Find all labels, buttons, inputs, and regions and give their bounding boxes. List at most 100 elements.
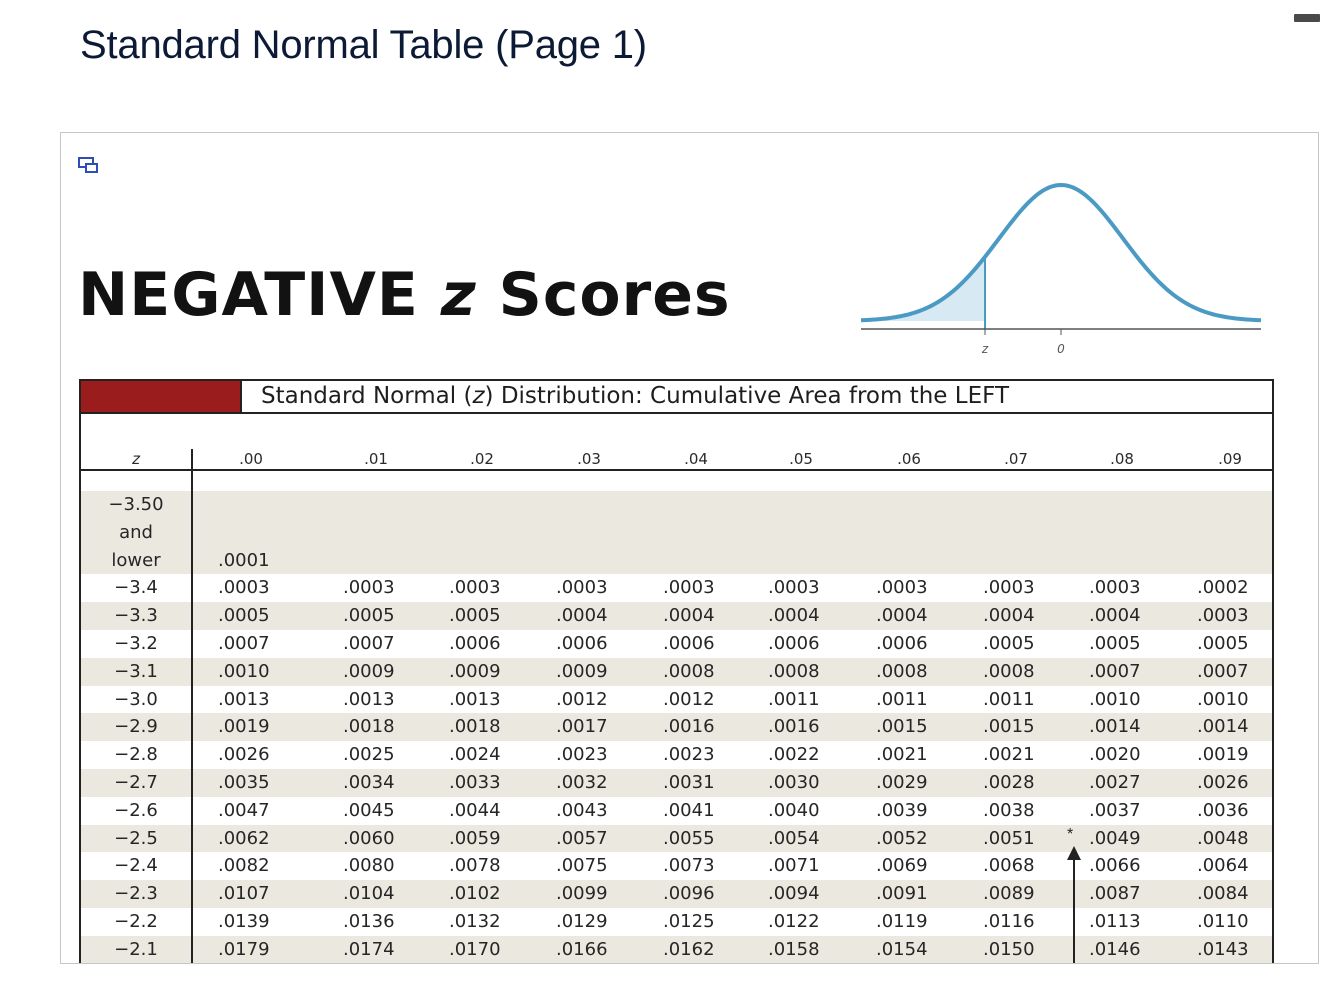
probability-cell: .0143 xyxy=(1197,938,1249,960)
probability-cell: .0032 xyxy=(556,772,608,793)
probability-cell: .0125 xyxy=(663,911,715,932)
probability-cell: .0004 xyxy=(983,605,1035,627)
probability-cell: .0004 xyxy=(556,605,608,627)
probability-cell: .0019 xyxy=(218,716,270,738)
probability-cell: .0139 xyxy=(218,911,270,932)
probability-cell: .0023 xyxy=(663,744,715,766)
probability-cell: .0008 xyxy=(983,660,1035,682)
column-header: .07 xyxy=(1004,450,1028,468)
row-band xyxy=(81,713,1272,742)
banner-color-swatch xyxy=(81,381,240,412)
arrow-up-icon xyxy=(1067,846,1081,860)
probability-cell: .0024 xyxy=(449,744,501,766)
probability-cell: .0062 xyxy=(218,827,270,849)
probability-cell: .0003 xyxy=(218,577,270,599)
probability-cell: .0047 xyxy=(218,799,270,821)
probability-cell: .0060 xyxy=(343,827,395,849)
probability-cell: .0004 xyxy=(663,605,715,627)
probability-cell: .0146 xyxy=(1089,938,1141,960)
probability-cell: .0019 xyxy=(1197,744,1249,766)
probability-cell: .0179 xyxy=(218,938,270,960)
probability-cell: .0003 xyxy=(449,577,501,599)
probability-cell: .0041 xyxy=(663,799,715,821)
probability-cell: .0082 xyxy=(218,855,270,877)
z-value-cell: −2.8 xyxy=(114,744,158,766)
probability-cell: .0011 xyxy=(768,688,820,710)
probability-cell: .0113 xyxy=(1089,911,1141,932)
probability-cell: .0122 xyxy=(768,911,820,932)
probability-cell: .0003 xyxy=(983,577,1035,599)
column-header: .01 xyxy=(364,450,388,468)
asterisk-marker: * xyxy=(1067,826,1074,843)
probability-cell: .0010 xyxy=(1197,688,1249,710)
z-value-cell: −2.7 xyxy=(114,772,158,793)
probability-cell: .0150 xyxy=(983,938,1035,960)
z-value-cell: −2.2 xyxy=(114,911,158,932)
probability-cell: .0055 xyxy=(663,827,715,849)
probability-cell: .0012 xyxy=(663,688,715,710)
probability-cell: .0008 xyxy=(663,660,715,682)
probability-cell: .0025 xyxy=(343,744,395,766)
z-value-cell: −2.9 xyxy=(114,716,158,738)
probability-cell: .0023 xyxy=(556,744,608,766)
z-value-cell: −3.1 xyxy=(114,660,158,682)
probability-cell: .0004 xyxy=(876,605,928,627)
probability-cell: .0087 xyxy=(1089,883,1141,905)
probability-cell: .0012 xyxy=(556,688,608,710)
probability-cell: .0005 xyxy=(343,605,395,627)
probability-cell: .0107 xyxy=(218,883,270,905)
probability-cell: .0004 xyxy=(1089,605,1141,627)
column-header-row: z .00 .01 .02 .03 .04 .05 .06 .07 .08 .09 xyxy=(81,449,1272,469)
probability-cell: .0044 xyxy=(449,799,501,821)
z-column-divider xyxy=(191,449,193,963)
z-value-cell: and xyxy=(119,521,153,543)
probability-cell: .0005 xyxy=(218,605,270,627)
column-header: .03 xyxy=(577,450,601,468)
probability-cell: .0026 xyxy=(218,744,270,766)
probability-cell: .0110 xyxy=(1197,911,1249,932)
probability-cell: .0174 xyxy=(343,938,395,960)
probability-cell: .0010 xyxy=(218,660,270,682)
arrow-line xyxy=(1073,857,1075,963)
probability-cell: .0038 xyxy=(983,799,1035,821)
probability-cell: .0006 xyxy=(768,633,820,654)
probability-cell: .0008 xyxy=(768,660,820,682)
probability-cell: .0068 xyxy=(983,855,1035,877)
normal-curve xyxy=(861,182,1262,323)
column-header: .06 xyxy=(897,450,921,468)
probability-cell: .0002 xyxy=(1197,577,1249,599)
probability-cell: .0166 xyxy=(556,938,608,960)
column-header: .08 xyxy=(1110,450,1134,468)
standard-normal-table: Standard Normal (z) Distribution: Cumula… xyxy=(79,379,1274,963)
probability-cell: .0007 xyxy=(1089,660,1141,682)
probability-cell: .0010 xyxy=(1089,688,1141,710)
minimize-button[interactable] xyxy=(1294,14,1320,22)
probability-cell: .0003 xyxy=(768,577,820,599)
probability-cell: .0008 xyxy=(876,660,928,682)
probability-cell: .0119 xyxy=(876,911,928,932)
column-header: .00 xyxy=(239,450,263,468)
expand-image-icon[interactable] xyxy=(77,155,101,175)
probability-cell: .0029 xyxy=(876,772,928,793)
row-band xyxy=(81,491,1272,575)
probability-cell: .0075 xyxy=(556,855,608,877)
probability-cell: .0033 xyxy=(449,772,501,793)
probability-cell: .0003 xyxy=(876,577,928,599)
probability-cell: .0099 xyxy=(556,883,608,905)
shaded-left-area xyxy=(861,256,985,321)
probability-cell: .0039 xyxy=(876,799,928,821)
probability-cell: .0015 xyxy=(983,716,1035,738)
probability-cell: .0037 xyxy=(1089,799,1141,821)
probability-cell: .0071 xyxy=(768,855,820,877)
probability-cell: .0006 xyxy=(876,633,928,654)
probability-cell: .0001 xyxy=(218,549,270,571)
probability-cell: .0057 xyxy=(556,827,608,849)
z-value-cell: −2.6 xyxy=(114,799,158,821)
z-value-cell: lower xyxy=(111,549,161,571)
table-image-frame: NEGATIVE z Scores z 0 Standard Normal (z… xyxy=(60,132,1319,964)
probability-cell: .0018 xyxy=(343,716,395,738)
probability-cell: .0016 xyxy=(663,716,715,738)
z-value-cell: −2.1 xyxy=(114,938,158,960)
probability-cell: .0045 xyxy=(343,799,395,821)
probability-cell: .0089 xyxy=(983,883,1035,905)
